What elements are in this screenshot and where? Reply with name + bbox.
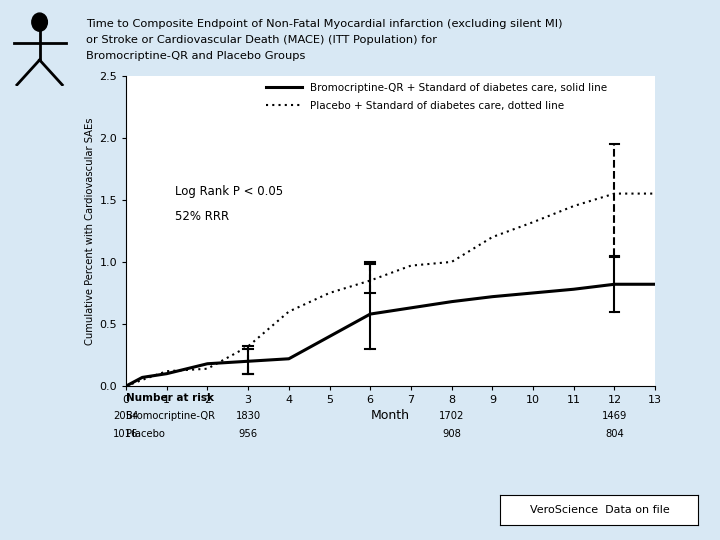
Y-axis label: Cumulative Percent with Cardiovascular SAEs: Cumulative Percent with Cardiovascular S… (85, 117, 95, 345)
Text: 804: 804 (605, 429, 624, 440)
Text: 1830: 1830 (235, 411, 261, 422)
Text: or Stroke or Cardiovascular Death (MACE) (ITT Population) for: or Stroke or Cardiovascular Death (MACE)… (86, 35, 438, 45)
Text: Number at risk: Number at risk (126, 393, 214, 403)
Text: 1469: 1469 (602, 411, 627, 422)
Circle shape (32, 13, 48, 31)
Text: Bromocriptine-QR: Bromocriptine-QR (126, 411, 215, 422)
X-axis label: Month: Month (371, 409, 410, 422)
Text: 1016: 1016 (113, 429, 139, 440)
Legend: Bromocriptine-QR + Standard of diabetes care, solid line, Placebo + Standard of : Bromocriptine-QR + Standard of diabetes … (264, 81, 610, 113)
Text: Log Rank P < 0.05: Log Rank P < 0.05 (175, 185, 283, 198)
Text: Bromocriptine-QR and Placebo Groups: Bromocriptine-QR and Placebo Groups (86, 51, 306, 62)
Text: Placebo: Placebo (126, 429, 165, 440)
Text: VeroScience  Data on file: VeroScience Data on file (529, 505, 670, 515)
Text: 956: 956 (238, 429, 258, 440)
Text: 908: 908 (442, 429, 461, 440)
Text: 52% RRR: 52% RRR (175, 210, 229, 222)
Text: 2054: 2054 (113, 411, 139, 422)
Text: Time to Composite Endpoint of Non-Fatal Myocardial infarction (excluding silent : Time to Composite Endpoint of Non-Fatal … (86, 19, 563, 29)
Text: 1702: 1702 (439, 411, 464, 422)
